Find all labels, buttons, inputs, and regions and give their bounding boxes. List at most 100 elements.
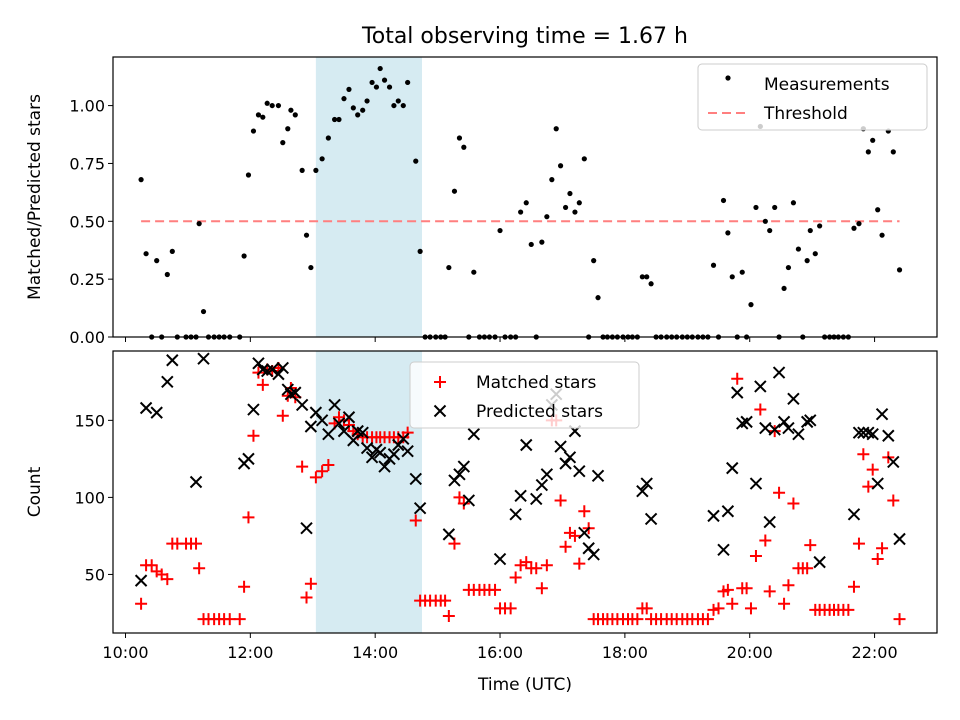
measurement-point [639, 274, 645, 280]
matched-star-point [893, 613, 906, 626]
top-panel-frame [112, 56, 938, 338]
x-tick-label: 14:00 [352, 643, 398, 662]
matched-star-point [701, 613, 714, 626]
predicted-star-point [272, 367, 285, 381]
measurement-point [456, 135, 463, 141]
matched-star-point [242, 511, 255, 524]
bottom-legend: Matched stars Predicted stars [409, 361, 640, 429]
matched-star-point [193, 562, 206, 575]
predicted-star-point [559, 457, 572, 470]
measurement-point [341, 96, 347, 102]
predicted-star-point [462, 494, 476, 507]
matched-star-point [453, 491, 466, 504]
measurement-point [373, 84, 380, 90]
measurement-point [377, 65, 383, 72]
matched-star-point [238, 580, 251, 593]
matched-star-point [640, 602, 653, 615]
matched-star-point [847, 580, 860, 593]
predicted-star-point [514, 489, 527, 503]
predicted-star-point [315, 414, 329, 427]
predicted-star-point [540, 468, 554, 481]
measurement-point [591, 258, 597, 264]
measurement-point [851, 225, 857, 231]
x-tick-label: 16:00 [477, 643, 523, 662]
matched-star-point [857, 448, 870, 461]
top-y-ticks: 0.00 0.25 0.50 0.75 1.00 [69, 97, 113, 347]
matched-star-point [568, 529, 581, 542]
bottom-x-axis-label: Time (UTC) [477, 675, 572, 695]
matched-star-point [161, 573, 174, 586]
matched-star-point [773, 486, 786, 499]
matched-star-point [631, 613, 644, 626]
matched-star-point [342, 418, 355, 431]
predicted-star-point [401, 444, 414, 458]
y-tick-label: 50 [85, 565, 105, 584]
predicted-star-point [644, 512, 658, 526]
measurement-point [729, 274, 735, 280]
matched-star-point [778, 597, 791, 610]
measurement-point [241, 253, 247, 259]
measurement-point [896, 267, 903, 273]
predicted-star-point [804, 414, 817, 427]
predicted-star-point [893, 532, 906, 546]
predicted-star-point [792, 428, 805, 441]
predicted-star-point [640, 477, 653, 490]
predicted-star-point [304, 420, 318, 433]
predicted-star-point [413, 501, 427, 515]
measurement-point [299, 167, 305, 173]
measurement-point [405, 79, 411, 86]
predicted-star-point [787, 392, 800, 405]
predicted-star-point [337, 424, 351, 438]
top-y-axis-label: Matched/Predicted stars [25, 94, 45, 300]
bottom-panel: 50 100 150 10:00 12:00 14:00 16:00 18:00 20:00 2… [25, 350, 938, 695]
measurement-point [471, 269, 477, 275]
predicted-star-point [707, 509, 720, 523]
matched-star-point [489, 583, 502, 596]
measurement-point [720, 197, 727, 204]
matched-star-point [442, 610, 455, 623]
measurement-point [332, 116, 338, 123]
measurement-point [381, 77, 388, 83]
matched-star-point [554, 494, 567, 507]
matched-star-point [559, 540, 572, 553]
predicted-star-point [139, 401, 153, 415]
bottom-panel-marks [134, 352, 906, 626]
measurement-point [549, 177, 555, 183]
measurement-point [269, 102, 275, 109]
predicted-star-point [530, 492, 543, 506]
predicted-star-point [800, 415, 814, 429]
measurement-point [446, 264, 452, 271]
bottom-panel-frame [112, 350, 938, 634]
measurement-point [497, 227, 503, 234]
legend-box [697, 63, 928, 131]
predicted-star-point [591, 469, 605, 483]
measurement-point [870, 137, 876, 143]
measurement-point [391, 102, 397, 109]
bottom-y-axis-label: Count [25, 466, 45, 517]
matched-star-point [804, 539, 817, 552]
measurement-point [350, 105, 356, 111]
predicted-star-point [161, 375, 174, 389]
measurement-point [879, 232, 885, 238]
measurement-point [303, 232, 310, 238]
matched-star-point [256, 378, 269, 391]
predicted-star-point [563, 451, 577, 464]
top-highlight-span [315, 57, 422, 337]
measurement-point [795, 246, 802, 252]
predicted-star-point [342, 411, 356, 424]
y-tick-label: 100 [74, 488, 105, 507]
matched-star-point [578, 505, 591, 518]
matched-star-point [754, 403, 767, 416]
measurement-point [865, 149, 871, 155]
y-tick-label: 0.50 [69, 212, 105, 231]
predicted-star-point [309, 406, 323, 419]
measurement-point [581, 156, 587, 162]
legend-plus-symbol [434, 376, 446, 388]
measurement-point [595, 295, 601, 301]
measurement-point [785, 264, 792, 271]
measurement-point [644, 274, 650, 280]
matched-star-point [296, 460, 309, 473]
measurement-point [292, 112, 298, 118]
measurement-point [812, 251, 818, 257]
